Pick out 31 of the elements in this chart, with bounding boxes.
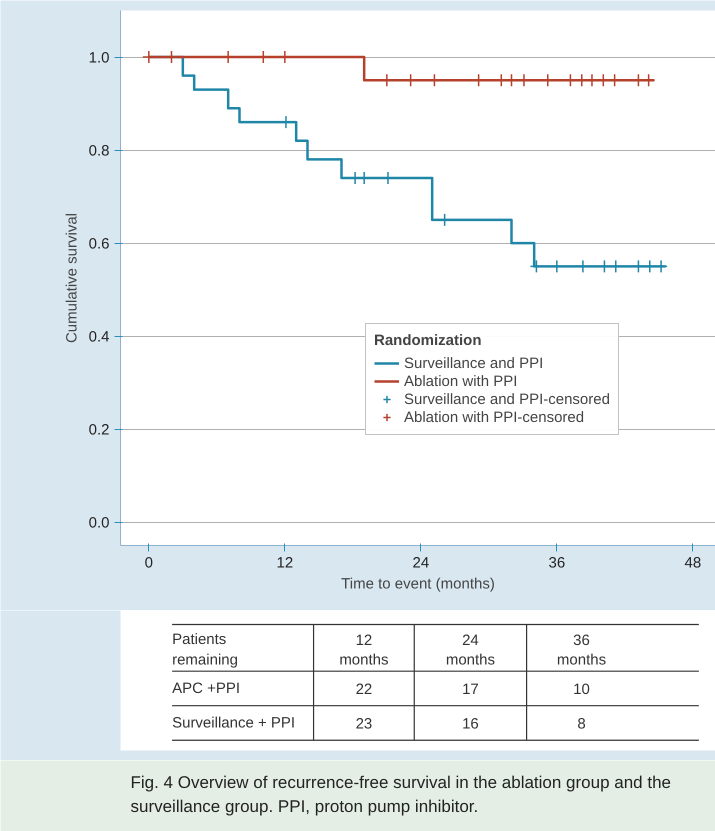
data-label: 23	[356, 715, 372, 732]
legend-label: Surveillance and PPI	[404, 354, 544, 372]
caption: Fig. 4 Overview of recurrence-free survival in the ablation group and the surveillance group. PPI, proton pump inhibitor.	[130, 773, 671, 816]
category-label: 24 months	[446, 632, 496, 668]
legend-label: Surveillance and PPI-censored	[404, 390, 610, 408]
x-tick-label: 24	[412, 554, 430, 572]
y-tick-label: 0.2	[88, 422, 110, 439]
data-label: 10	[573, 680, 590, 698]
category-label: 12 months	[339, 632, 389, 668]
y-tick-label: 0.8	[88, 142, 110, 160]
series-label: APC +PPI	[172, 680, 240, 697]
legend-label: Ablation with PPI	[404, 372, 518, 390]
text: Patients remaining	[172, 630, 238, 668]
data-label: 8	[577, 715, 586, 732]
category-label: 36 months	[556, 632, 606, 668]
y-axis-title: Cumulative survival	[64, 212, 81, 344]
x-tick-label: 12	[276, 554, 294, 572]
y-tick-label: 1.0	[88, 50, 110, 67]
legend-title: Randomization	[374, 332, 482, 349]
x-tick-label: 36	[548, 554, 566, 572]
data-label: 16	[462, 715, 479, 732]
data-label: 17	[462, 680, 479, 698]
text: Surveillance + PPI	[172, 714, 296, 732]
data-label: 22	[356, 680, 372, 698]
legend-label: Ablation with PPI-censored	[404, 408, 584, 426]
x-tick-label: 48	[684, 554, 702, 572]
y-tick-label: 0.6	[88, 236, 110, 253]
y-tick-label: 0.4	[88, 328, 110, 346]
x-tick-label: 0	[144, 554, 154, 572]
y-tick-label: 0.0	[88, 514, 110, 532]
x-axis-title: Time to event (months)	[341, 576, 495, 592]
